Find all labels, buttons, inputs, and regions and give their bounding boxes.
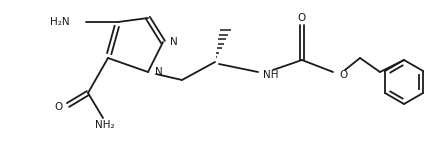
- Text: O: O: [298, 13, 306, 23]
- Text: NH₂: NH₂: [95, 120, 115, 130]
- Text: O: O: [55, 102, 63, 112]
- Text: O: O: [339, 70, 347, 80]
- Text: N: N: [170, 37, 178, 47]
- Text: H₂N: H₂N: [50, 17, 70, 27]
- Text: N: N: [155, 67, 163, 77]
- Text: NH: NH: [263, 70, 278, 80]
